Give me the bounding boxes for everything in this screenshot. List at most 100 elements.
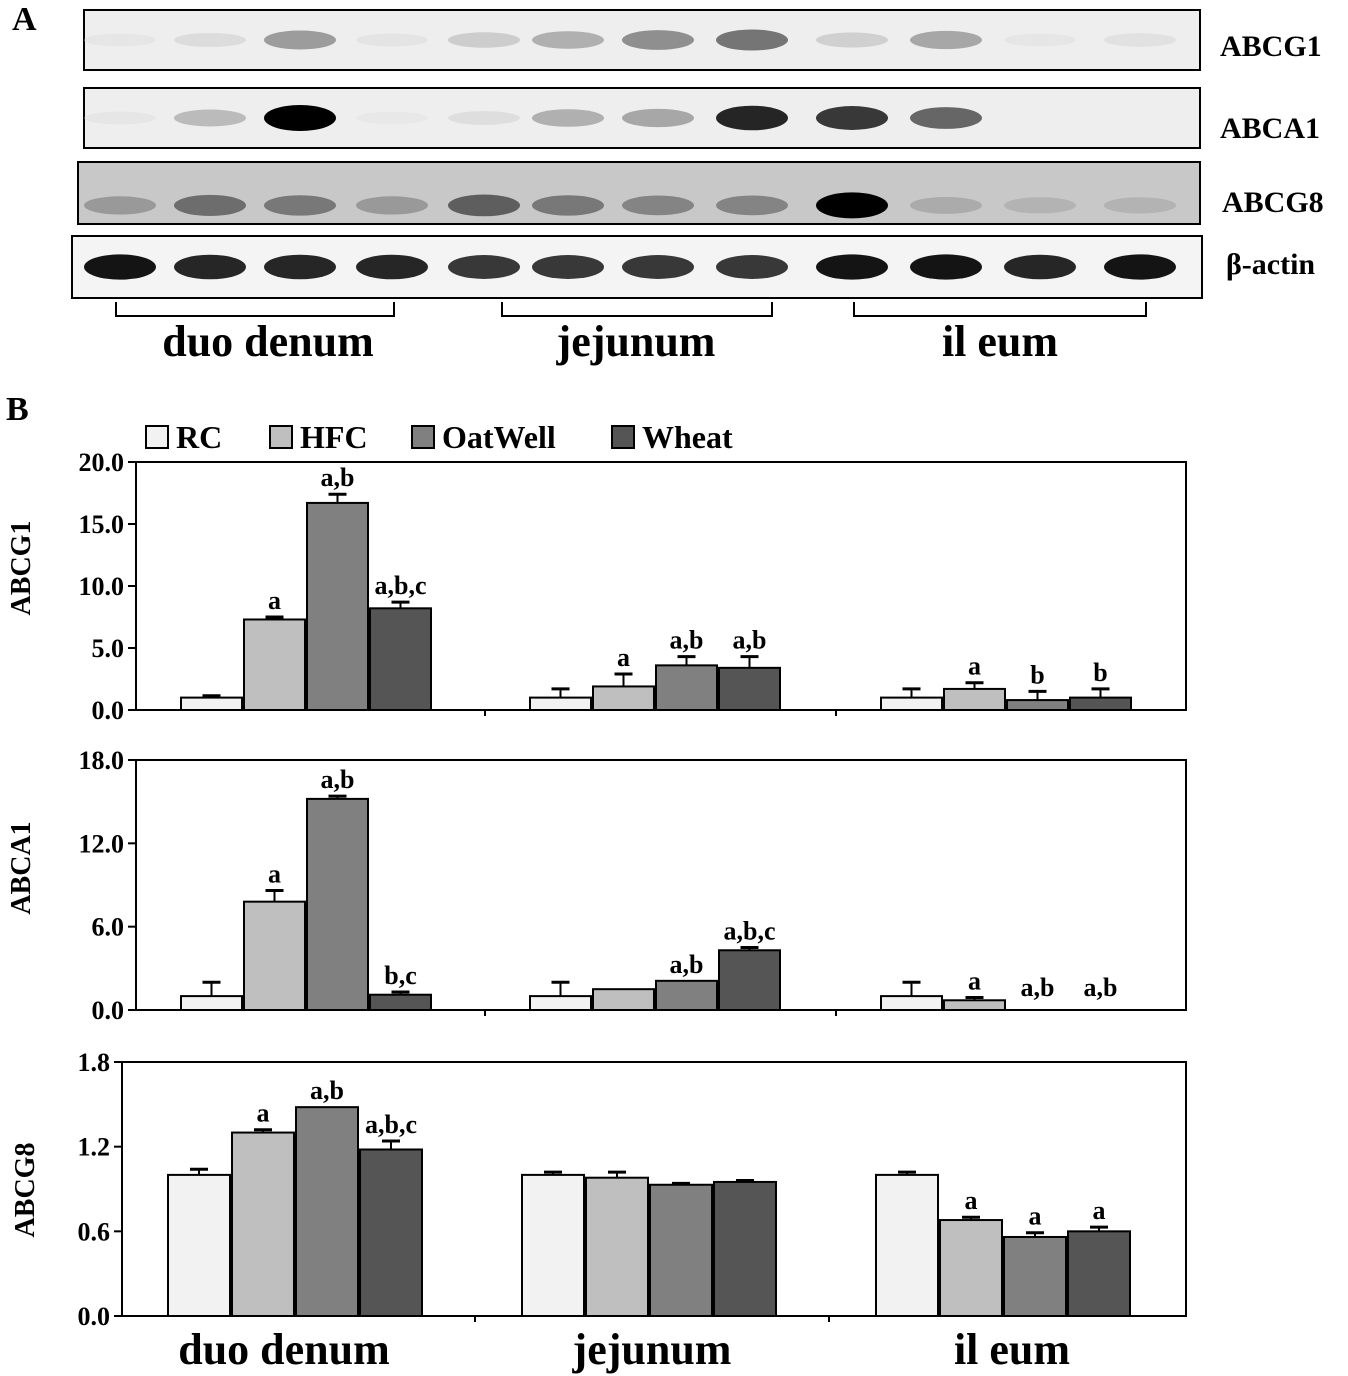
band-abca1-lane-8 (716, 105, 788, 131)
legend-swatch-oatwell (411, 425, 435, 449)
significance-label: a (968, 652, 981, 681)
band-abcg8-lane-5 (448, 194, 520, 217)
band-abcg1-lane-3 (264, 30, 336, 50)
bar-abcg1-jejunum-wheat (718, 666, 781, 712)
x-category-label-3: il eum (954, 1325, 1070, 1374)
y-tick-label: 0.0 (92, 996, 125, 1025)
band-actin-lane-3 (264, 254, 336, 280)
band-actin-lane-12 (1104, 254, 1176, 280)
significance-label: a,b (1021, 973, 1055, 1002)
band-abcg8-lane-11 (1004, 197, 1076, 214)
blot-region-label-1: duo denum (162, 317, 374, 366)
bar-abcg1-il-eum-oatwell (1006, 699, 1069, 712)
significance-label: a,b (733, 626, 767, 655)
band-abcg1-lane-2 (174, 32, 246, 48)
y-tick-label: 15.0 (79, 510, 125, 539)
significance-label: a,b (1084, 973, 1118, 1002)
significance-label: a (268, 860, 281, 889)
significance-label: a,b (670, 950, 704, 979)
band-abcg1-lane-10 (910, 30, 982, 50)
bar-abcg8-duo-denum-rc (167, 1173, 231, 1318)
band-abca1-lane-2 (174, 109, 246, 127)
significance-label: a,b,c (375, 571, 427, 600)
bar-abcg1-duo-denum-hfc (243, 618, 306, 711)
legend-label-wheat: Wheat (642, 419, 733, 455)
blot-region-label-3: il eum (942, 317, 1058, 366)
band-actin-lane-7 (622, 255, 694, 279)
legend-label-hfc: HFC (300, 419, 368, 455)
significance-label: a (617, 643, 630, 672)
band-abcg1-lane-5 (448, 32, 520, 48)
significance-label: a (1029, 1202, 1042, 1231)
bar-abcg8-duo-denum-wheat (359, 1148, 423, 1317)
significance-label: a,b,c (724, 917, 776, 946)
significance-label: a,b (310, 1076, 344, 1105)
legend-swatch-hfc (269, 425, 293, 449)
band-actin-lane-4 (356, 254, 428, 280)
band-abcg8-lane-9 (816, 192, 888, 219)
bar-abcg8-jejunum-rc (521, 1173, 585, 1318)
y-tick-label: 0.0 (92, 696, 125, 725)
significance-label: b (1030, 660, 1044, 689)
band-abcg1-lane-6 (532, 31, 604, 49)
legend: RC HFC OatWell Wheat (145, 419, 733, 455)
legend-label-oatwell: OatWell (442, 419, 556, 455)
bar-abcg1-jejunum-rc (529, 696, 592, 711)
band-abca1-lane-7 (622, 108, 694, 128)
bar-abcg1-il-eum-wheat (1069, 696, 1132, 711)
blot-label-abca1: ABCA1 (1220, 112, 1320, 145)
bar-abcg8-il-eum-oatwell (1003, 1235, 1067, 1318)
significance-label: a (1093, 1196, 1106, 1225)
bar-abcg1-duo-denum-wheat (369, 607, 432, 712)
band-abcg1-lane-4 (356, 33, 428, 47)
band-abca1-lane-9 (816, 106, 888, 130)
legend-label-rc: RC (176, 419, 222, 455)
bar-abcg1-jejunum-oatwell (655, 664, 718, 711)
y-tick-label: 20.0 (79, 448, 125, 477)
bar-abcg1-duo-denum-oatwell (306, 501, 369, 712)
band-abca1-lane-1 (84, 111, 156, 125)
bar-abcg1-il-eum-rc (880, 696, 943, 711)
band-abcg8-lane-12 (1104, 197, 1176, 214)
bar-abcg8-il-eum-hfc (939, 1219, 1003, 1317)
band-abcg8-lane-8 (716, 195, 788, 216)
band-abcg1-lane-1 (84, 33, 156, 47)
bar-abcg8-jejunum-oatwell (649, 1183, 713, 1318)
bar-abcg1-jejunum-hfc (592, 685, 655, 712)
western-blot: ABCG1 ABCA1 ABCG8 β-actin duo denum jejunum il… (71, 9, 1324, 366)
bar-abca1-duo-denum-oatwell (306, 797, 369, 1012)
band-actin-lane-6 (532, 255, 604, 279)
y-tick-label: 6.0 (92, 913, 125, 942)
band-abcg8-lane-10 (910, 196, 982, 214)
blot-region-label-2: jejunum (556, 317, 716, 366)
bar-abcg8-il-eum-wheat (1067, 1230, 1131, 1318)
y-axis-label: ABCA1 (6, 821, 37, 914)
panel-a-letter: A (12, 1, 37, 38)
bar-abcg8-duo-denum-oatwell (295, 1106, 359, 1317)
band-abcg8-lane-4 (356, 196, 428, 215)
blot-label-abcg1: ABCG1 (1220, 30, 1322, 63)
bar-abca1-il-eum-hfc (943, 999, 1006, 1011)
blot-label-actin: β-actin (1226, 248, 1315, 281)
y-tick-label: 10.0 (79, 572, 125, 601)
bar-abca1-duo-denum-wheat (369, 993, 432, 1012)
bar-abcg1-duo-denum-rc (180, 696, 243, 711)
band-actin-lane-2 (174, 254, 246, 280)
y-tick-label: 12.0 (79, 829, 125, 858)
band-actin-lane-1 (84, 254, 156, 280)
band-abcg8-lane-1 (84, 196, 156, 215)
band-abcg1-lane-8 (716, 29, 788, 51)
panel-b-letter: B (6, 391, 29, 428)
legend-swatch-wheat (611, 425, 635, 449)
blot-frame-abcg8 (77, 161, 1201, 225)
significance-label: a (268, 586, 281, 615)
significance-label: a (257, 1099, 270, 1128)
band-abca1-lane-4 (356, 111, 428, 125)
y-tick-label: 0.0 (78, 1302, 111, 1331)
y-tick-label: 5.0 (92, 634, 125, 663)
bar-abcg1-il-eum-hfc (943, 687, 1006, 711)
bar-abcg8-il-eum-rc (875, 1173, 939, 1318)
band-abca1-lane-5 (448, 111, 520, 125)
bar-abca1-duo-denum-hfc (243, 900, 306, 1012)
